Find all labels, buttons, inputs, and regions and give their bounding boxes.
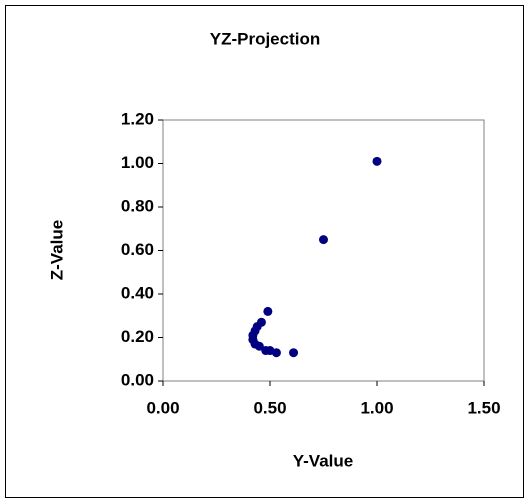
y-tick-label: 0.60 — [121, 240, 154, 259]
y-tick-label: 1.00 — [121, 153, 154, 172]
point — [254, 341, 264, 351]
point — [271, 348, 281, 358]
x-tick-label: 0.50 — [253, 398, 286, 417]
x-axis-label: Y-Value — [293, 451, 353, 470]
y-tick-label: 0.80 — [121, 196, 154, 215]
point — [372, 156, 382, 166]
x-tick-label: 0.00 — [146, 398, 179, 417]
y-tick-label: 0.40 — [121, 283, 154, 302]
point — [263, 306, 273, 316]
plot-area — [162, 119, 485, 382]
point — [319, 235, 328, 245]
y-tick-label: 0.00 — [121, 370, 154, 389]
x-tick-label: 1.00 — [360, 398, 393, 417]
y-tick-label: 0.20 — [121, 327, 154, 346]
chart-title: YZ-Projection — [210, 29, 321, 48]
point — [289, 348, 299, 358]
x-tick-label: 1.50 — [467, 398, 500, 417]
y-tick-label: 1.20 — [121, 109, 154, 128]
y-axis-label: Z-Value — [47, 220, 66, 280]
